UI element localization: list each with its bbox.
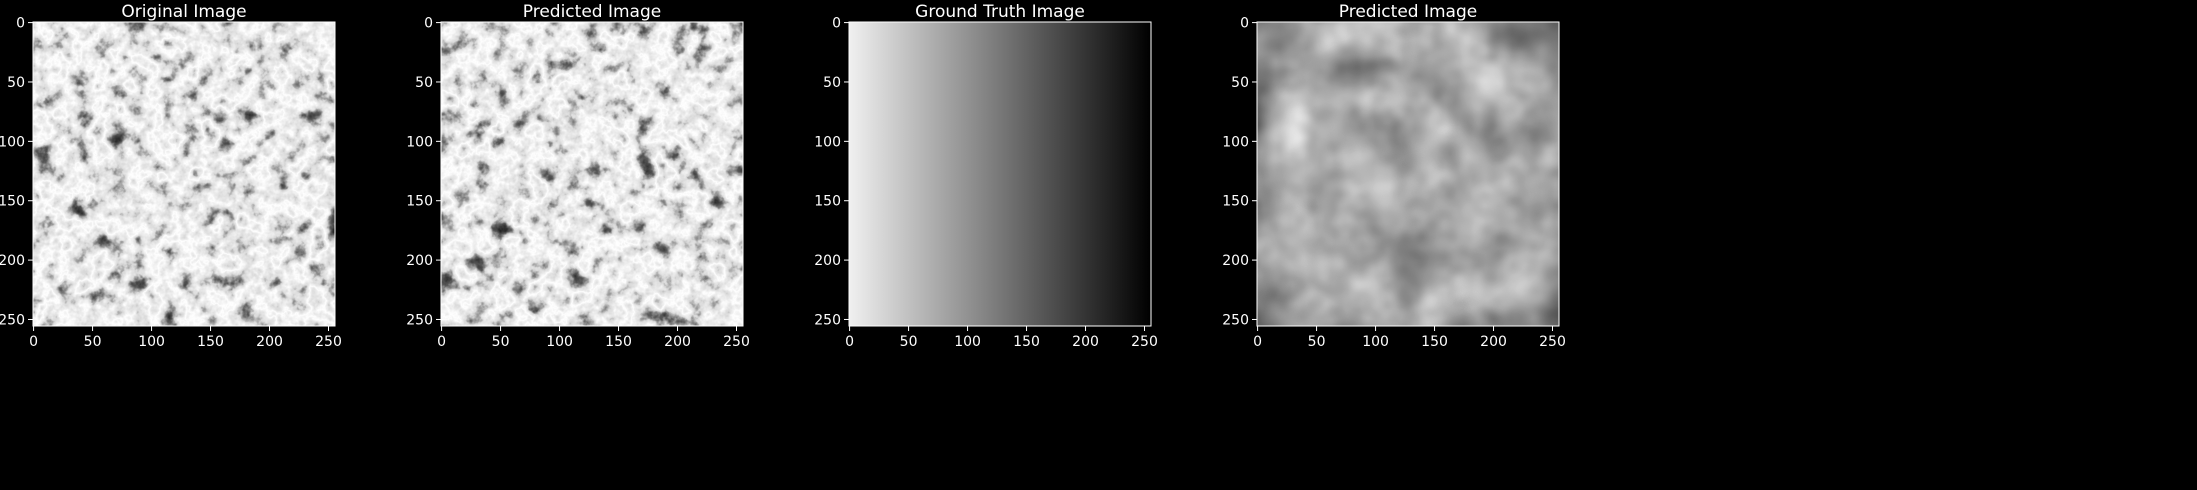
x-tick-label: 50 — [492, 334, 510, 350]
y-tick-label: 0 — [1240, 16, 1249, 32]
y-tick-label: 250 — [1222, 312, 1249, 328]
x-tick-label: 200 — [256, 334, 283, 350]
x-tick-label: 100 — [138, 334, 165, 350]
y-tick-label: 0 — [832, 16, 841, 32]
x-tick-label: 50 — [84, 334, 102, 350]
x-tick-label: 250 — [315, 334, 342, 350]
y-tick-label: 250 — [406, 312, 433, 328]
panel-2-predicted-image — [441, 22, 743, 326]
x-tick-label: 150 — [1421, 334, 1448, 350]
x-tick-label: 100 — [546, 334, 573, 350]
y-tick-label: 100 — [814, 134, 841, 150]
panel-title: Ground Truth Image — [915, 2, 1085, 22]
panel-title: Original Image — [121, 2, 246, 22]
y-tick-label: 150 — [0, 194, 25, 210]
panel-4-predicted-image — [1257, 22, 1559, 326]
y-tick-label: 200 — [406, 253, 433, 269]
y-tick-label: 0 — [16, 16, 25, 32]
y-tick-label: 200 — [814, 253, 841, 269]
y-tick-label: 50 — [1231, 75, 1249, 91]
panel-title: Predicted Image — [1339, 2, 1477, 22]
y-tick-label: 200 — [1222, 253, 1249, 269]
x-tick-label: 0 — [845, 334, 854, 350]
y-tick-label: 150 — [406, 194, 433, 210]
x-tick-label: 50 — [1308, 334, 1326, 350]
x-tick-label: 200 — [1072, 334, 1099, 350]
y-tick-label: 250 — [0, 312, 25, 328]
y-tick-label: 50 — [7, 75, 25, 91]
y-tick-label: 0 — [424, 16, 433, 32]
x-tick-label: 250 — [1539, 334, 1566, 350]
x-tick-label: 250 — [1131, 334, 1158, 350]
x-tick-label: 0 — [1253, 334, 1262, 350]
x-tick-label: 150 — [1013, 334, 1040, 350]
panel-title: Predicted Image — [523, 2, 661, 22]
y-tick-label: 150 — [1222, 194, 1249, 210]
x-tick-label: 50 — [900, 334, 918, 350]
x-tick-label: 150 — [197, 334, 224, 350]
x-tick-label: 0 — [29, 334, 38, 350]
y-tick-label: 100 — [0, 134, 25, 150]
y-tick-label: 100 — [406, 134, 433, 150]
x-tick-label: 150 — [605, 334, 632, 350]
panel-3-ground-truth-image — [849, 22, 1151, 326]
x-tick-label: 0 — [437, 334, 446, 350]
x-tick-label: 200 — [664, 334, 691, 350]
x-tick-label: 100 — [954, 334, 981, 350]
y-tick-label: 100 — [1222, 134, 1249, 150]
y-tick-label: 250 — [814, 312, 841, 328]
panel-1-original-image — [33, 22, 335, 326]
y-tick-label: 150 — [814, 194, 841, 210]
y-tick-label: 200 — [0, 253, 25, 269]
y-tick-label: 50 — [823, 75, 841, 91]
x-tick-label: 100 — [1362, 334, 1389, 350]
x-tick-label: 200 — [1480, 334, 1507, 350]
y-tick-label: 50 — [415, 75, 433, 91]
x-tick-label: 250 — [723, 334, 750, 350]
